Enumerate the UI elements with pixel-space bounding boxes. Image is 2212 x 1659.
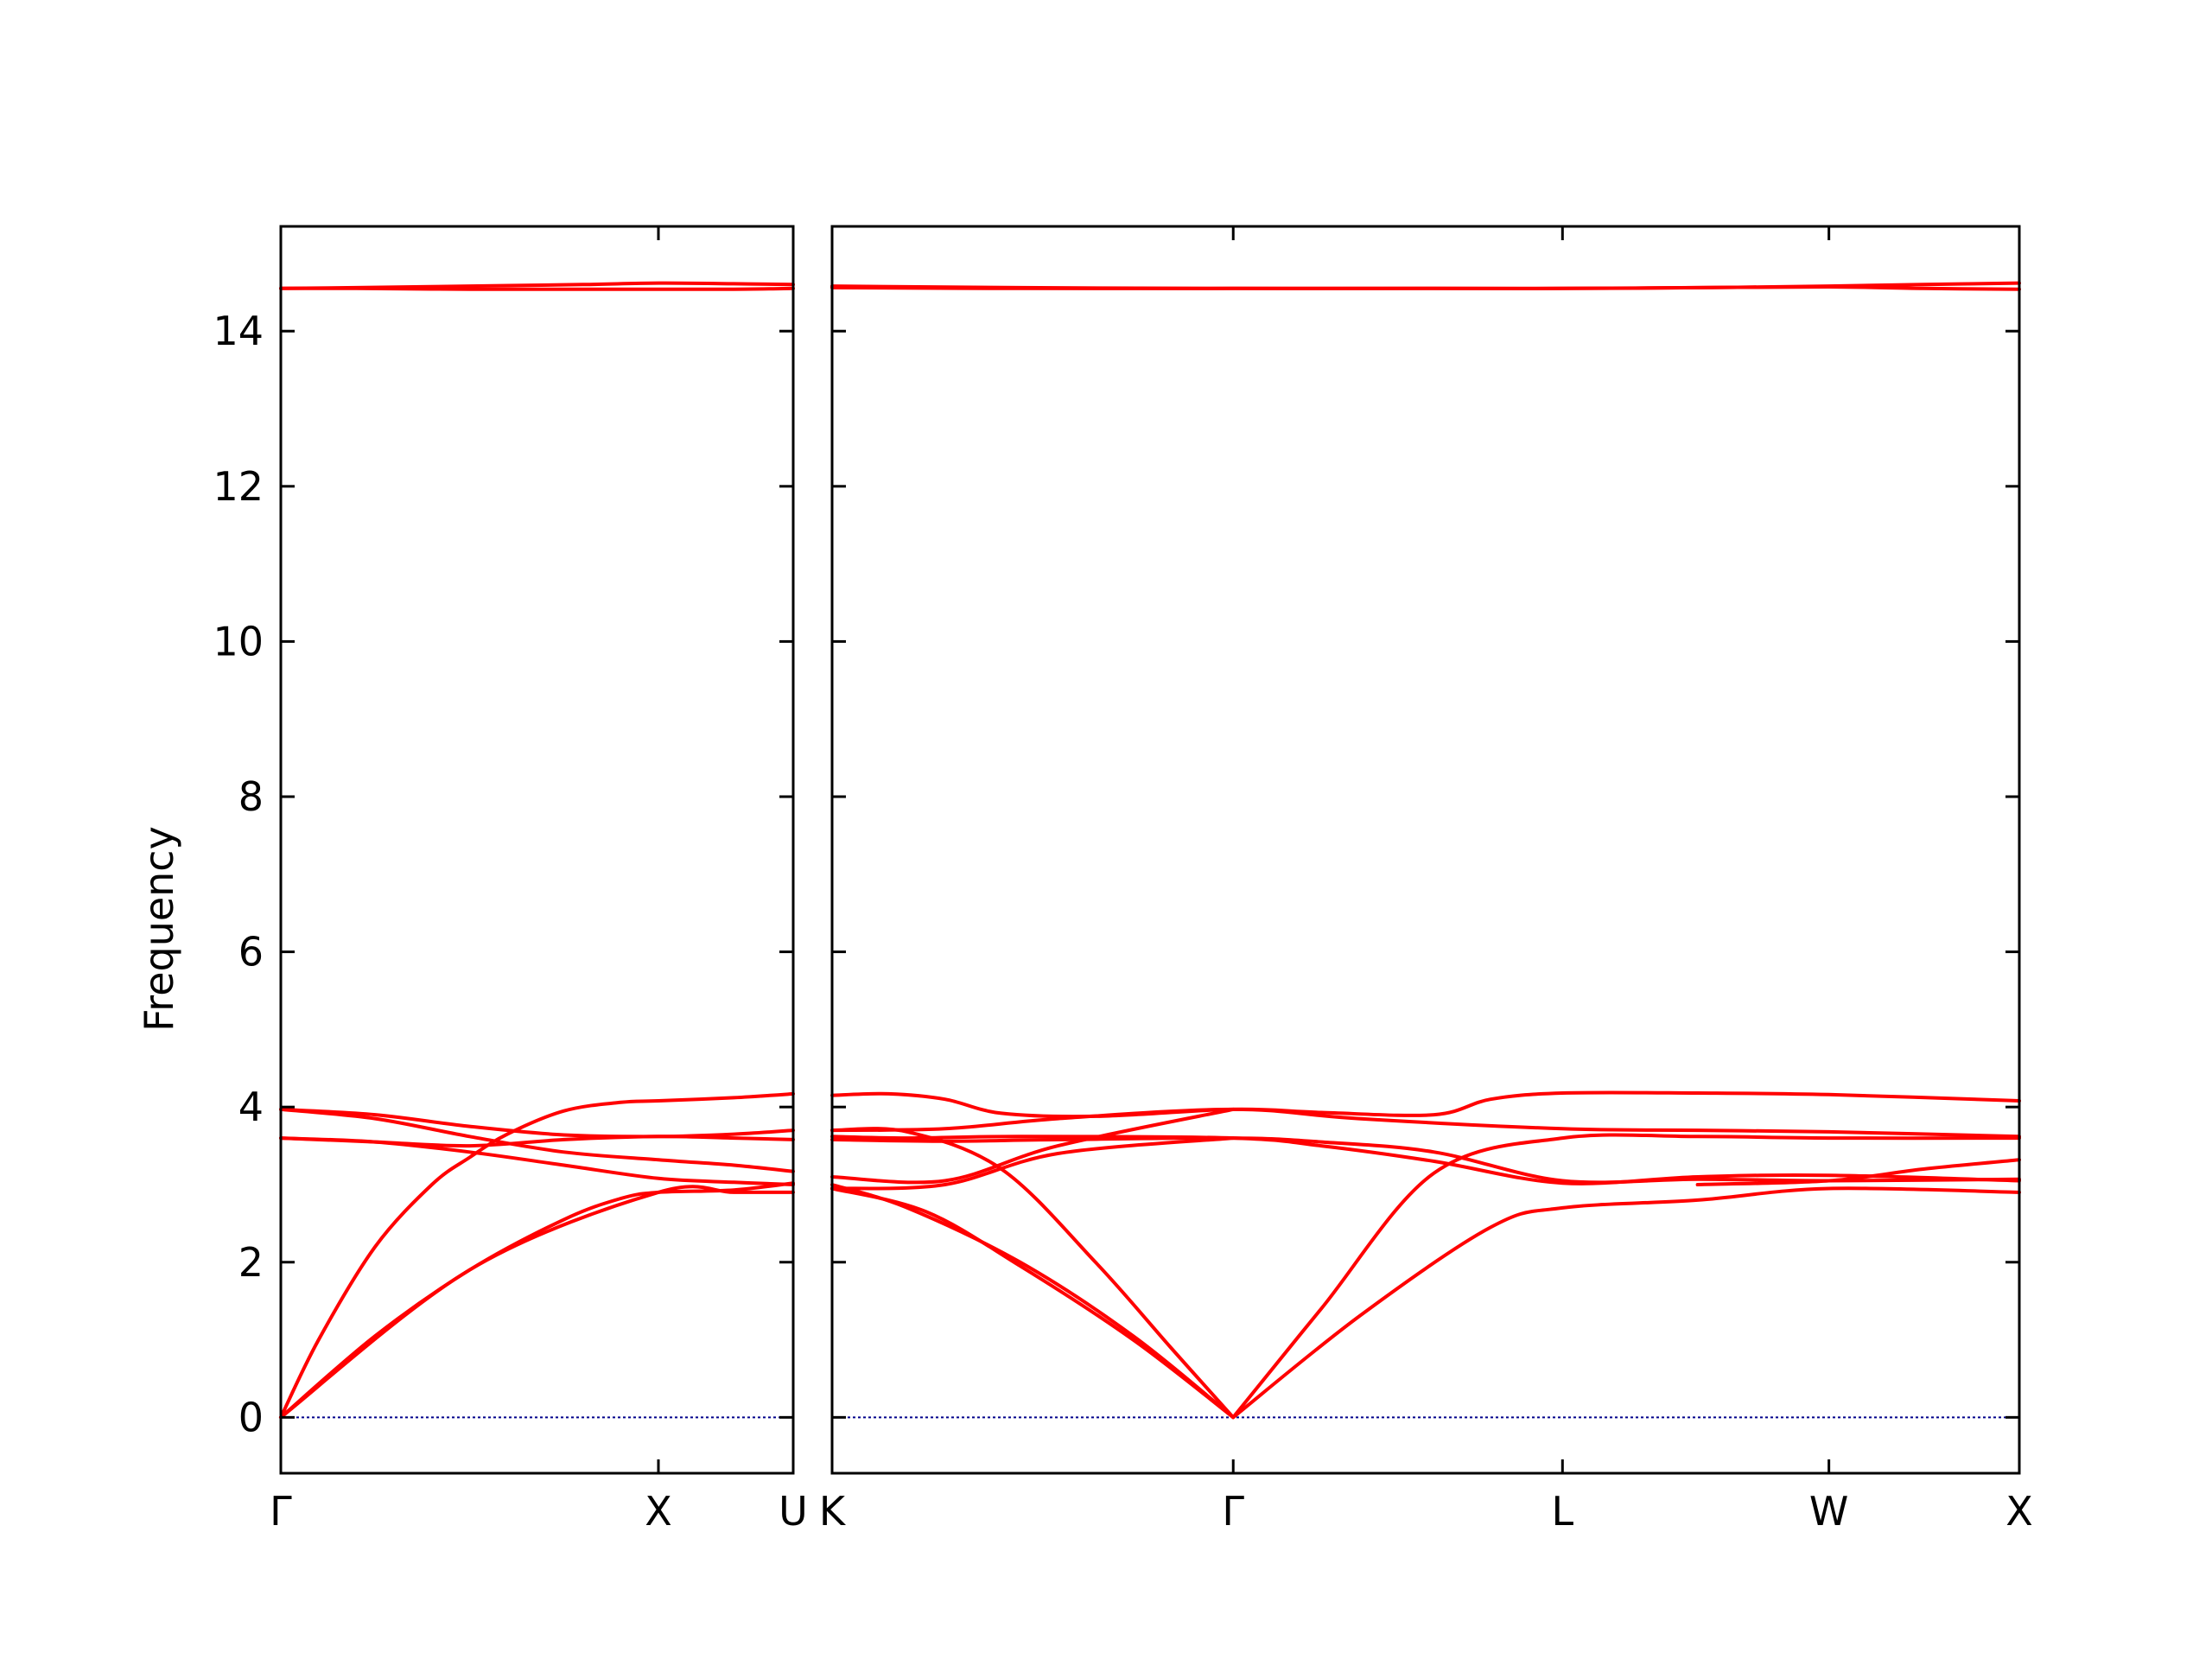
band-2-14: [1695, 1158, 2021, 1186]
y-tick-label: 6: [238, 929, 264, 976]
panel-frames: [279, 225, 2021, 1475]
x-tick-label: Γ: [1222, 1488, 1244, 1535]
band-1-6: [279, 1135, 795, 1148]
y-tick-label: 0: [238, 1394, 264, 1440]
y-tick-label: 8: [238, 773, 264, 820]
band-1-3: [279, 1107, 795, 1139]
x-tick-label: W: [1809, 1488, 1848, 1535]
band-1-9: [279, 1185, 795, 1420]
band-2-5: [830, 1136, 2021, 1185]
x-tick-label: X: [2005, 1488, 2033, 1535]
panel-2-frame: [830, 225, 2021, 1475]
y-tick-label: 10: [213, 618, 264, 664]
band-2-6: [830, 1135, 2021, 1185]
x-tick-label: K: [819, 1488, 847, 1535]
band-1-7: [279, 1091, 795, 1420]
band-2-11: [830, 1186, 1236, 1420]
tick-labels: Γ X U 0 2 4 6 8 10 12 14 K Γ L W X: [213, 308, 2032, 1535]
panel-1-frame: [279, 225, 795, 1475]
band-2-9: [830, 1127, 1236, 1420]
x-tick-label: L: [1551, 1488, 1573, 1535]
band-1-8: [279, 1181, 795, 1420]
y-tick-label: 12: [213, 463, 264, 510]
band-2-12: [1231, 1133, 2021, 1420]
y-tick-label: 4: [238, 1084, 264, 1130]
band-2-2: [830, 284, 2021, 291]
band-2-13: [1231, 1186, 2021, 1420]
y-tick-label: 14: [213, 308, 264, 354]
band-2-8: [830, 1136, 1236, 1191]
x-tick-label: Γ: [270, 1488, 292, 1535]
y-axis-label: Frequency: [136, 826, 182, 1032]
band-2-10: [830, 1183, 1236, 1420]
band-1-4: [279, 1107, 795, 1173]
tick-marks: [279, 226, 2021, 1473]
band-2-7: [830, 1107, 1236, 1185]
band-2-3: [830, 1090, 2021, 1119]
band-2-4: [830, 1107, 2021, 1139]
x-tick-label: U: [779, 1488, 808, 1535]
y-tick-label: 2: [238, 1239, 264, 1286]
band-curves: [279, 281, 2021, 1420]
band-1-5: [279, 1136, 795, 1186]
x-tick-label: X: [645, 1488, 672, 1535]
